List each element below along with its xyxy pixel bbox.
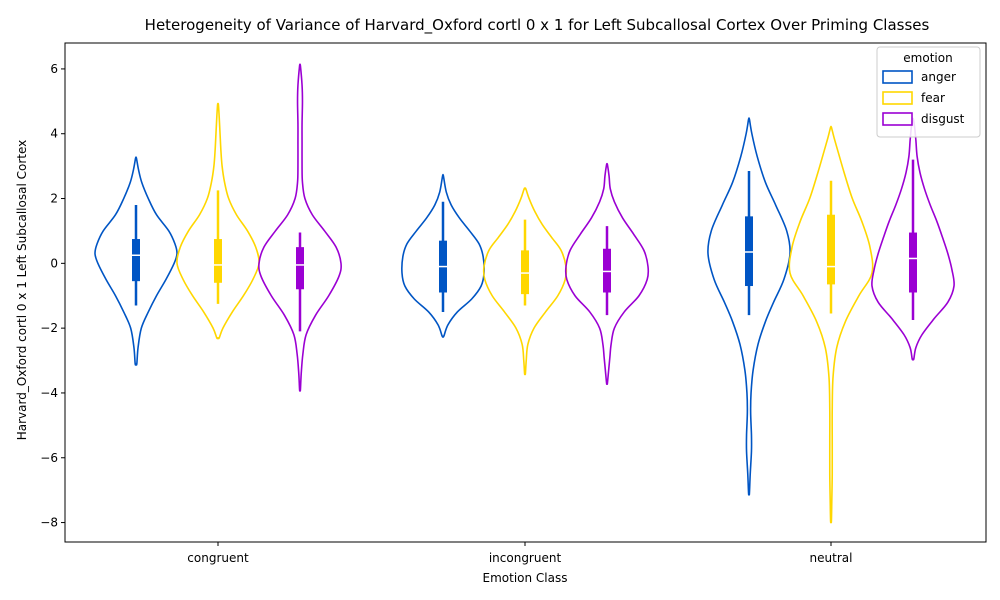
- violin-fear-incongruent: [482, 187, 568, 376]
- y-axis: −8 −6 −4 −2 0 2 4 6: [40, 62, 65, 530]
- iqr-box-fear-incongruent: [521, 250, 529, 295]
- y-tick-label: 4: [50, 127, 58, 141]
- legend-label-disgust: disgust: [921, 112, 965, 126]
- boxes-group: [132, 159, 917, 332]
- violin-anger-incongruent: [401, 173, 485, 338]
- y-tick-label: 0: [50, 256, 58, 270]
- legend-title: emotion: [903, 51, 952, 65]
- violin-disgust-congruent: [258, 63, 342, 392]
- legend-label-anger: anger: [921, 70, 956, 84]
- legend-swatch-anger: [882, 70, 913, 84]
- y-tick-label: 2: [50, 192, 58, 206]
- iqr-box-fear-neutral: [827, 214, 835, 285]
- legend-box: [876, 46, 981, 138]
- iqr-box-disgust-incongruent: [603, 248, 611, 293]
- violin-disgust-incongruent: [564, 162, 650, 385]
- x-axis-label: Emotion Class: [483, 571, 568, 585]
- x-tick-label: congruent: [187, 551, 249, 565]
- legend-label-fear: fear: [921, 91, 945, 105]
- violin-fear-congruent: [176, 102, 260, 340]
- y-tick-label: 6: [50, 62, 58, 76]
- legend: emotion anger fear disgust: [876, 46, 981, 138]
- iqr-box-disgust-neutral: [909, 232, 917, 293]
- x-axis: congruent incongruent neutral: [187, 542, 852, 565]
- iqr-box-anger-neutral: [745, 216, 753, 287]
- iqr-box-fear-congruent: [214, 239, 222, 283]
- legend-swatch-fear: [882, 91, 913, 105]
- chart-title: Heterogeneity of Variance of Harvard_Oxf…: [145, 16, 930, 35]
- violin-fear-neutral: [788, 125, 874, 524]
- legend-swatch-disgust: [882, 112, 913, 126]
- iqr-box-disgust-congruent: [296, 247, 304, 290]
- iqr-box-anger-congruent: [132, 239, 140, 282]
- violin-anger-neutral: [707, 117, 791, 496]
- y-tick-label: −4: [40, 386, 58, 400]
- legend-items: anger fear disgust: [882, 70, 965, 126]
- y-tick-label: −6: [40, 451, 58, 465]
- y-tick-label: −2: [40, 321, 58, 335]
- y-axis-label: Harvard_Oxford cortl 0 x 1 Left Subcallo…: [15, 140, 29, 441]
- violin-anger-congruent: [94, 156, 178, 366]
- x-tick-label: incongruent: [489, 551, 562, 565]
- x-tick-label: neutral: [810, 551, 853, 565]
- y-tick-label: −8: [40, 516, 58, 530]
- plot-frame: [64, 42, 987, 543]
